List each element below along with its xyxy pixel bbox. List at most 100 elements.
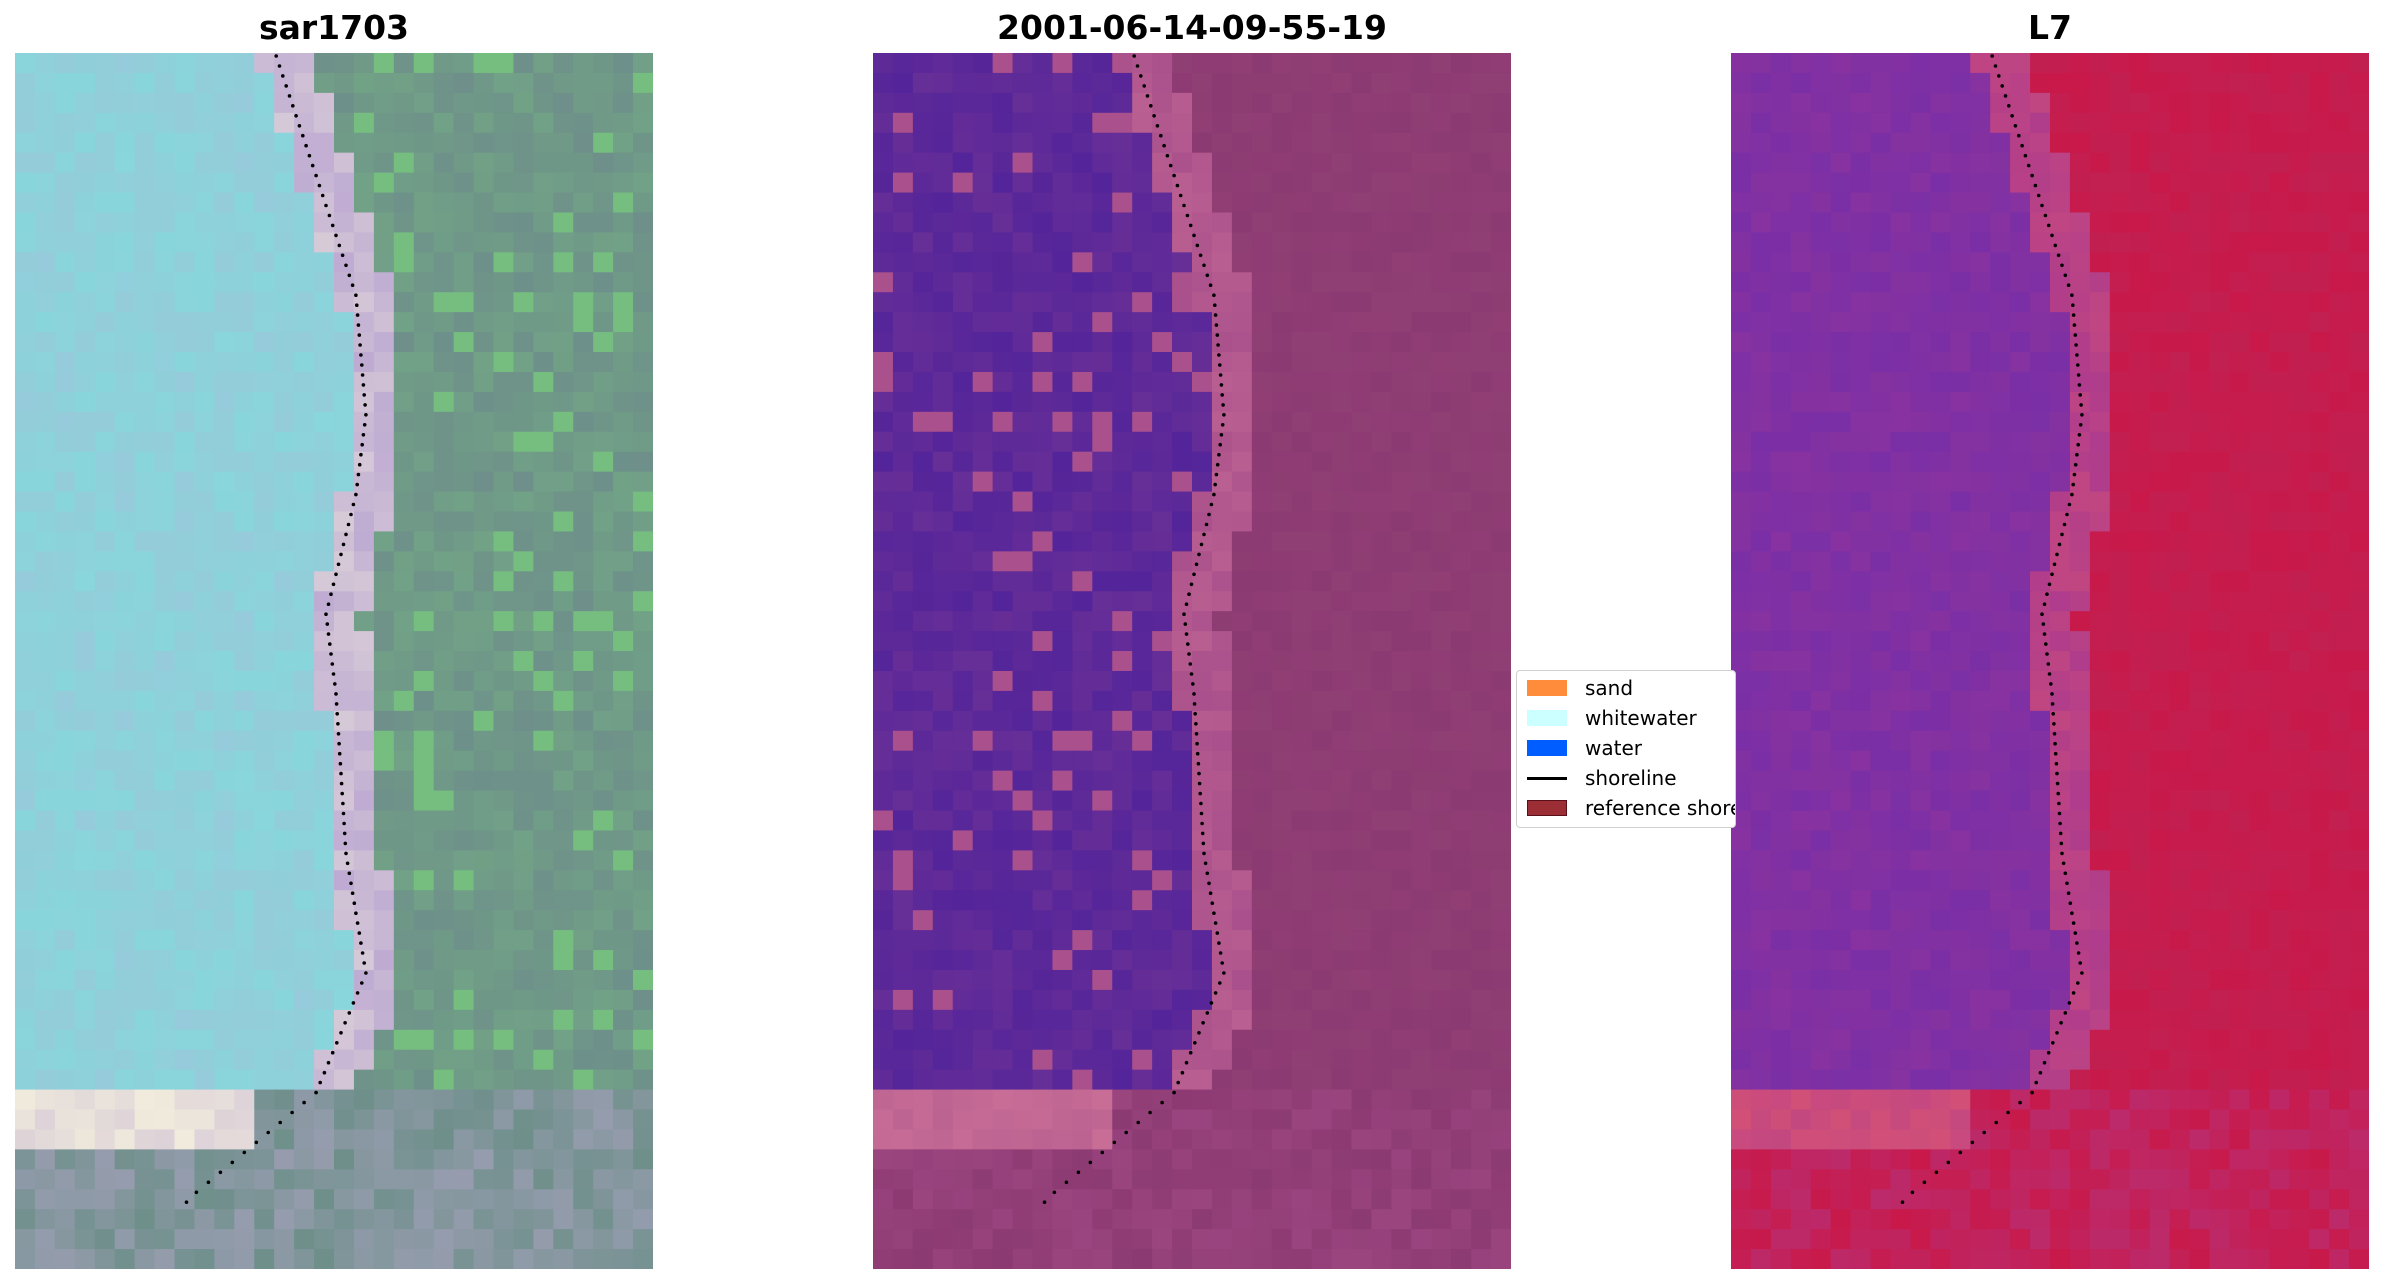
shoreline-point [2055, 771, 2059, 776]
shoreline-point [2073, 462, 2078, 467]
shoreline-point [2013, 124, 2018, 128]
shoreline-point [334, 572, 338, 577]
shoreline-point [1194, 722, 1198, 726]
shoreline-point [1199, 801, 1203, 806]
shoreline-point [330, 1050, 335, 1055]
shoreline-point [362, 423, 367, 427]
shoreline-point [1198, 253, 1203, 258]
shoreline-point [2063, 871, 2068, 876]
shoreline-point [358, 343, 362, 347]
legend-item-water: water [1527, 733, 1642, 763]
shoreline-point [2067, 502, 2072, 507]
shoreline-point [1192, 692, 1196, 696]
shoreline-point [334, 702, 339, 706]
legend-item-reference-shoreline: reference shoreline [1527, 793, 1735, 823]
shoreline-point [2072, 472, 2077, 477]
shoreline-point [2071, 482, 2075, 487]
shoreline-point [2033, 183, 2038, 188]
shoreline-point [324, 612, 328, 616]
shoreline-point [1088, 1160, 1093, 1165]
shoreline-point [2056, 791, 2060, 796]
shoreline-point [320, 193, 325, 198]
shoreline-point [2046, 223, 2051, 228]
sand-swatch [1527, 680, 1567, 696]
shoreline-point [1172, 1090, 1176, 1095]
shoreline-point [325, 622, 330, 626]
shoreline-point [1204, 522, 1209, 527]
shoreline-point [1188, 662, 1193, 666]
shoreline-point [331, 672, 336, 676]
shoreline-point [2054, 761, 2059, 766]
shoreline-point [1993, 64, 1998, 68]
shoreline-point [230, 1160, 235, 1165]
shoreline-point [2017, 133, 2021, 138]
shoreline-point [2057, 542, 2062, 547]
shoreline-point [2023, 153, 2028, 158]
shoreline-point [1142, 84, 1146, 88]
shoreline-point [355, 921, 360, 925]
shoreline-point [337, 741, 341, 746]
shoreline-point [2071, 313, 2076, 317]
shoreline-point [341, 801, 345, 806]
shoreline-point [184, 1200, 189, 1204]
shoreline-point [359, 941, 363, 945]
shoreline-point [2026, 163, 2031, 168]
shoreline-point [339, 552, 343, 557]
shoreline-point [2073, 333, 2078, 337]
shoreline-point [335, 1041, 339, 1045]
shoreline-point [359, 353, 363, 357]
shoreline-point [1184, 632, 1189, 636]
shoreline-point [2076, 981, 2080, 985]
shoreline-point [2063, 1011, 2068, 1015]
shoreline-point [1217, 353, 1221, 357]
shoreline-point [218, 1170, 223, 1175]
shoreline-point [346, 522, 351, 527]
shoreline-point [1207, 881, 1211, 886]
sar-image [15, 53, 653, 1269]
shoreline-point [2062, 522, 2067, 527]
shoreline-point [2077, 433, 2082, 437]
shoreline-point [1197, 771, 1201, 776]
shoreline-point [2051, 1041, 2055, 1045]
shoreline-point [1135, 64, 1140, 68]
shoreline-point [360, 442, 365, 447]
shoreline-point [1172, 173, 1176, 178]
shoreline-point [2050, 702, 2055, 706]
legend-label-whitewater: whitewater [1585, 706, 1697, 730]
shoreline-point [1168, 163, 1173, 168]
shoreline-point [2053, 741, 2057, 746]
shoreline-point [297, 124, 302, 128]
shoreline-line-swatch [1527, 776, 1567, 780]
shoreline-point [1201, 1021, 1205, 1025]
classified-image-panel [873, 53, 1511, 1269]
shoreline-point [347, 273, 352, 278]
shoreline-point [336, 722, 340, 726]
shoreline-point [1176, 1080, 1180, 1085]
shoreline-point [2030, 1090, 2034, 1095]
shoreline-point [1215, 931, 1220, 935]
shoreline-point [1934, 1170, 1939, 1175]
shoreline-point [336, 562, 341, 567]
shoreline-point [330, 662, 335, 666]
shoreline-point [360, 373, 365, 377]
shoreline-point [352, 901, 357, 905]
shoreline-point [1112, 1140, 1117, 1145]
shoreline-point [2078, 393, 2082, 397]
shoreline-point [1222, 971, 1226, 975]
shoreline-point [1162, 143, 1166, 148]
shoreline-point [364, 971, 368, 975]
shoreline-point [2055, 1031, 2059, 1035]
shoreline-point [2076, 442, 2080, 447]
shoreline-point [1218, 363, 1222, 367]
shoreline-point [2000, 84, 2004, 88]
shoreline-point [2046, 662, 2051, 666]
shoreline-point [2065, 881, 2069, 886]
shoreline-point [1188, 223, 1193, 228]
shoreline-point [334, 233, 338, 238]
shoreline-point [1184, 1060, 1189, 1065]
shoreline-point [1180, 1070, 1185, 1075]
legend-label-shoreline: shoreline [1585, 766, 1677, 790]
legend-item-whitewater: whitewater [1527, 703, 1697, 733]
shoreline-point [1994, 1120, 1998, 1125]
shoreline-point [2072, 323, 2077, 327]
